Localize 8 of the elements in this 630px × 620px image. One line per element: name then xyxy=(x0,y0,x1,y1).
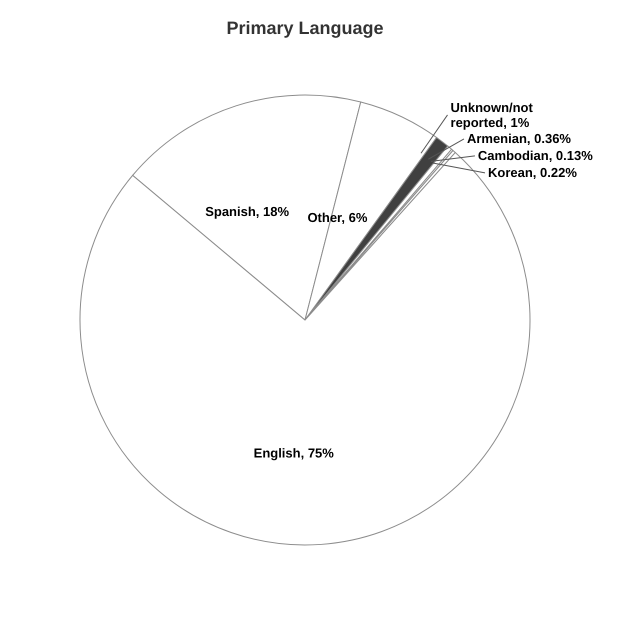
slice-label: Spanish, 18% xyxy=(205,204,290,220)
slice-label: Cambodian, 0.13% xyxy=(478,148,594,163)
slice-label: Unknown/not reported, 1% xyxy=(450,100,534,130)
slice-label: English, 75% xyxy=(254,445,334,460)
slice-label: Other, 6% xyxy=(307,210,368,225)
slice-label: Korean, 0.22% xyxy=(488,164,578,180)
slice-label: Armenian, 0.36% xyxy=(466,130,572,146)
chart-title: Primary Language xyxy=(226,18,384,38)
